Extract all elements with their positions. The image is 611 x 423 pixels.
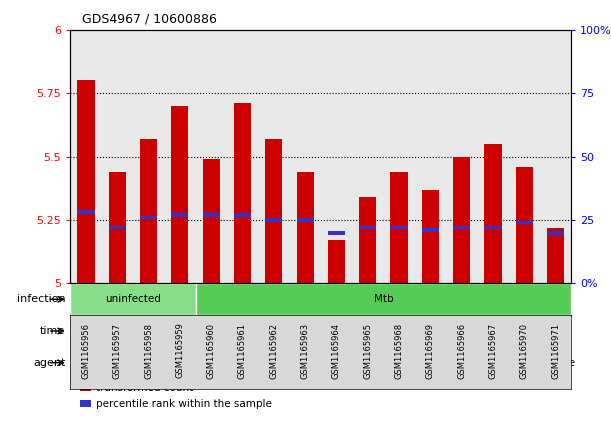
Text: GSM1165961: GSM1165961 <box>238 323 247 379</box>
Text: GSM1165964: GSM1165964 <box>332 323 341 379</box>
Text: untreated: untreated <box>452 358 503 368</box>
Bar <box>109 226 126 229</box>
Bar <box>453 157 470 283</box>
Text: GSM1165960: GSM1165960 <box>207 323 216 379</box>
Text: GDS4967 / 10600886: GDS4967 / 10600886 <box>82 12 218 25</box>
Text: untreated: untreated <box>201 358 252 368</box>
Text: GSM1165967: GSM1165967 <box>489 323 497 379</box>
Bar <box>384 347 446 379</box>
Bar <box>359 226 376 229</box>
Bar <box>265 139 282 283</box>
Text: pyrazinamide: pyrazinamide <box>505 358 576 368</box>
Bar <box>296 172 313 283</box>
Bar <box>78 211 95 214</box>
Bar <box>446 347 509 379</box>
Text: agent: agent <box>33 358 65 368</box>
Bar <box>547 231 564 234</box>
Bar <box>509 347 571 379</box>
Bar <box>296 218 313 222</box>
Text: GSM1165957: GSM1165957 <box>113 323 122 379</box>
Bar <box>80 400 91 407</box>
Bar <box>196 315 446 347</box>
Bar <box>446 315 571 347</box>
Bar <box>171 213 188 217</box>
Bar <box>78 80 95 283</box>
Text: 63 days post infection: 63 days post infection <box>451 326 566 336</box>
Bar <box>453 226 470 229</box>
Bar <box>234 213 251 217</box>
Text: GSM1165966: GSM1165966 <box>457 323 466 379</box>
Bar <box>359 197 376 283</box>
Bar <box>109 172 126 283</box>
Text: transformed count: transformed count <box>97 382 194 393</box>
Bar <box>203 213 220 217</box>
Bar <box>265 218 282 222</box>
Bar <box>328 231 345 234</box>
Text: GSM1165963: GSM1165963 <box>301 323 310 379</box>
Bar <box>328 240 345 283</box>
Text: GSM1165958: GSM1165958 <box>144 323 153 379</box>
Text: GSM1165956: GSM1165956 <box>81 323 90 379</box>
Text: GSM1165970: GSM1165970 <box>520 323 529 379</box>
Bar <box>485 226 502 229</box>
Bar <box>547 228 564 283</box>
Text: GSM1165962: GSM1165962 <box>269 323 278 379</box>
Text: infection: infection <box>16 294 65 304</box>
Text: 42 days post infection: 42 days post infection <box>263 326 379 336</box>
Bar <box>485 144 502 283</box>
Bar <box>140 139 157 283</box>
Text: GSM1165959: GSM1165959 <box>175 323 185 379</box>
Text: Mtb: Mtb <box>373 294 393 304</box>
Bar <box>70 315 196 347</box>
Text: GSM1165965: GSM1165965 <box>364 323 372 379</box>
Text: pyrazinamide: pyrazinamide <box>379 358 450 368</box>
Bar <box>422 228 439 232</box>
Text: percentile rank within the sample: percentile rank within the sample <box>97 399 272 409</box>
Bar <box>234 103 251 283</box>
Bar <box>171 106 188 283</box>
Bar <box>70 347 384 379</box>
Bar <box>70 283 196 315</box>
Bar <box>422 190 439 283</box>
Text: time: time <box>40 326 65 336</box>
Text: GSM1165971: GSM1165971 <box>551 323 560 379</box>
Text: control: control <box>115 326 151 336</box>
Bar <box>516 220 533 224</box>
Bar <box>80 384 91 391</box>
Bar <box>140 216 157 219</box>
Bar <box>390 172 408 283</box>
Bar <box>516 167 533 283</box>
Bar <box>203 159 220 283</box>
Text: GSM1165968: GSM1165968 <box>395 323 403 379</box>
Text: GSM1165969: GSM1165969 <box>426 323 435 379</box>
Bar <box>390 226 408 229</box>
Text: uninfected: uninfected <box>105 294 161 304</box>
Bar <box>196 283 571 315</box>
